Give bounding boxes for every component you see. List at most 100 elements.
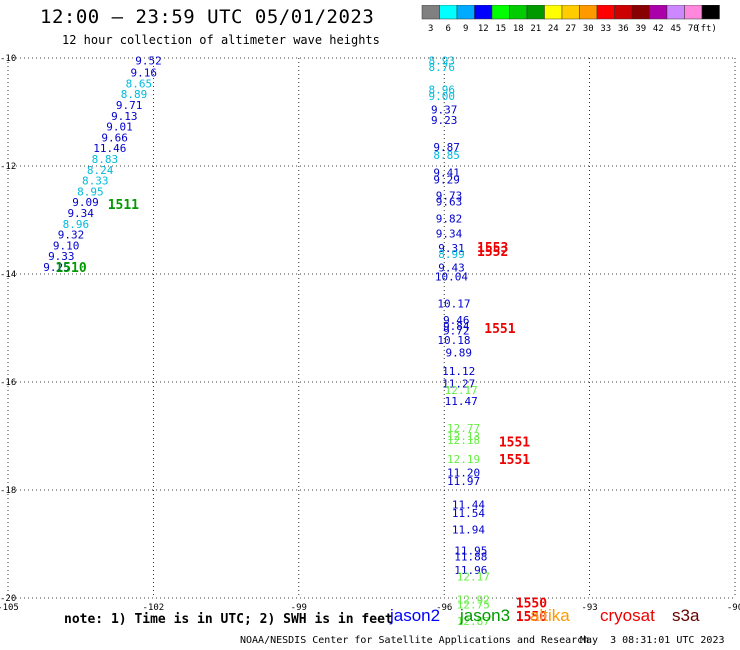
pass-time-label: 1552 [477,245,508,260]
legend-label: 27 [565,24,576,34]
wave-height-label: 12.87 [457,615,490,628]
lon-tick-label: -102 [143,603,165,613]
legend-label: 24 [548,24,559,34]
lon-tick-label: -90 [727,603,740,613]
lon-tick-label: -99 [291,603,307,613]
wave-height-label: 9.41 [433,166,460,179]
wave-height-label: 9.29 [433,174,460,187]
wave-height-label: 8.24 [87,164,114,177]
legend-label: 42 [653,24,664,34]
wave-height-label: 9.87 [433,141,460,154]
wave-height-label: 11.46 [93,142,126,155]
units-note: note: 1) Time is in UTC; 2) SWH is in fe… [64,612,393,627]
map-title: 12:00 – 23:59 UTC 05/01/2023 [40,6,375,28]
wave-height-label: 11.20 [447,467,480,480]
legend-swatch [701,5,720,20]
wave-height-label: 9.32 [58,229,85,242]
pass-time-label: 1511 [108,198,139,213]
satellite-label-cryosat: cryosat [600,606,655,625]
legend-label: 3 [428,24,433,34]
wave-height-label: 9.00 [429,90,456,103]
legend-label: 6 [446,24,451,34]
wave-height-label: 12.75 [457,598,490,611]
wave-height-label: 8.89 [121,88,148,101]
wave-height-label: 12.18 [447,434,480,447]
wave-height-label: 9.37 [431,103,458,116]
legend-label: 12 [478,24,489,34]
wave-height-label: 12.13 [447,430,480,443]
legend-label: 45 [670,24,681,34]
wave-height-label: 11.96 [454,564,487,577]
wave-height-label: 9.73 [436,190,463,203]
wave-height-label: 8.99 [438,248,465,261]
pass-time-label: 1551 [499,453,530,468]
legend-label: 15 [495,24,506,34]
pass-time-label: 1551 [499,435,530,450]
legend-label: 39 [635,24,646,34]
lon-tick-label: -105 [0,603,19,613]
lat-tick-label: -10 [0,54,16,64]
legend-unit: (ft) [695,24,717,34]
pass-time-label: 1550 [516,596,547,611]
color-scale-legend: 3 6 9 12 15 18 21 24 27 30 33 36 39 42 45 70(ft) [421,5,720,34]
wave-height-label: 9.33 [48,250,75,263]
legend-label: 9 [463,24,468,34]
wave-height-label: 9.25 [43,261,70,274]
wave-height-label: 8.76 [429,61,456,74]
pass-time-label: 1550 [516,610,547,625]
wave-height-label: 9.01 [106,121,133,134]
wave-height-label: 11.94 [452,523,485,536]
lon-tick-label: -93 [581,603,597,613]
wave-height-label: 9.34 [67,207,94,220]
wave-height-label: 9.16 [130,67,157,80]
legend-label: 30 [583,24,594,34]
wave-height-label: 11.12 [442,365,475,378]
map-subtitle: 12 hour collection of altimeter wave hei… [62,33,380,47]
satellite-label-s3a: s3a [672,606,700,625]
wave-height-label: 9.34 [436,228,463,241]
wave-height-label: 9.31 [438,242,465,255]
satellite-label-jason2: jason2 [390,606,441,625]
lat-tick-label: -20 [0,594,16,604]
wave-height-label: 8.33 [82,175,109,188]
wave-height-label: 8.65 [126,77,153,90]
legend-label: 18 [513,24,524,34]
wave-height-label: 9.46 [443,314,470,327]
wave-height-label: 9.63 [436,196,463,209]
wave-height-label: 9.52 [135,55,162,68]
lat-tick-label: -16 [0,378,16,388]
wave-height-label: 11.54 [452,507,485,520]
wave-height-label: 9.10 [53,239,80,252]
wave-height-label: 8.85 [433,149,460,162]
wave-height-label: 9.23 [431,114,458,127]
wave-height-label: 9.71 [116,99,143,112]
footer-timestamp: May 3 08:31:01 UTC 2023 [580,635,725,646]
lat-tick-label: -12 [0,162,16,172]
wave-height-label: 11.88 [454,550,487,563]
wave-height-label: 11.95 [454,544,487,557]
wave-height-label: 10.18 [437,334,470,347]
wave-height-label: 8.95 [77,185,104,198]
lat-tick-label: -14 [0,270,16,280]
wave-height-label: 11.47 [445,395,478,408]
wave-height-label: 9.66 [101,131,128,144]
wave-height-label: 9.13 [111,110,138,123]
legend-label: 33 [600,24,611,34]
wave-height-label: 9.09 [72,196,99,209]
satellite-label-altika: altika [530,606,570,625]
wave-height-label: 11.44 [452,499,485,512]
lon-tick-label: -96 [436,603,452,613]
wave-height-label: 9.43 [438,262,465,275]
wave-height-label: 10.17 [437,298,470,311]
wave-height-label: 10.04 [435,271,468,284]
legend-label: 70 [688,24,699,34]
wave-height-label: 8.93 [429,55,456,68]
wave-height-label: 11.97 [447,475,480,488]
wave-height-label: 9.89 [445,346,472,359]
wave-height-label: 9.82 [436,212,463,225]
wave-height-label: 12.19 [447,453,480,466]
legend-label: 21 [530,24,541,34]
wave-height-label: 12.77 [447,422,480,435]
pass-time-label: 1553 [477,241,508,256]
